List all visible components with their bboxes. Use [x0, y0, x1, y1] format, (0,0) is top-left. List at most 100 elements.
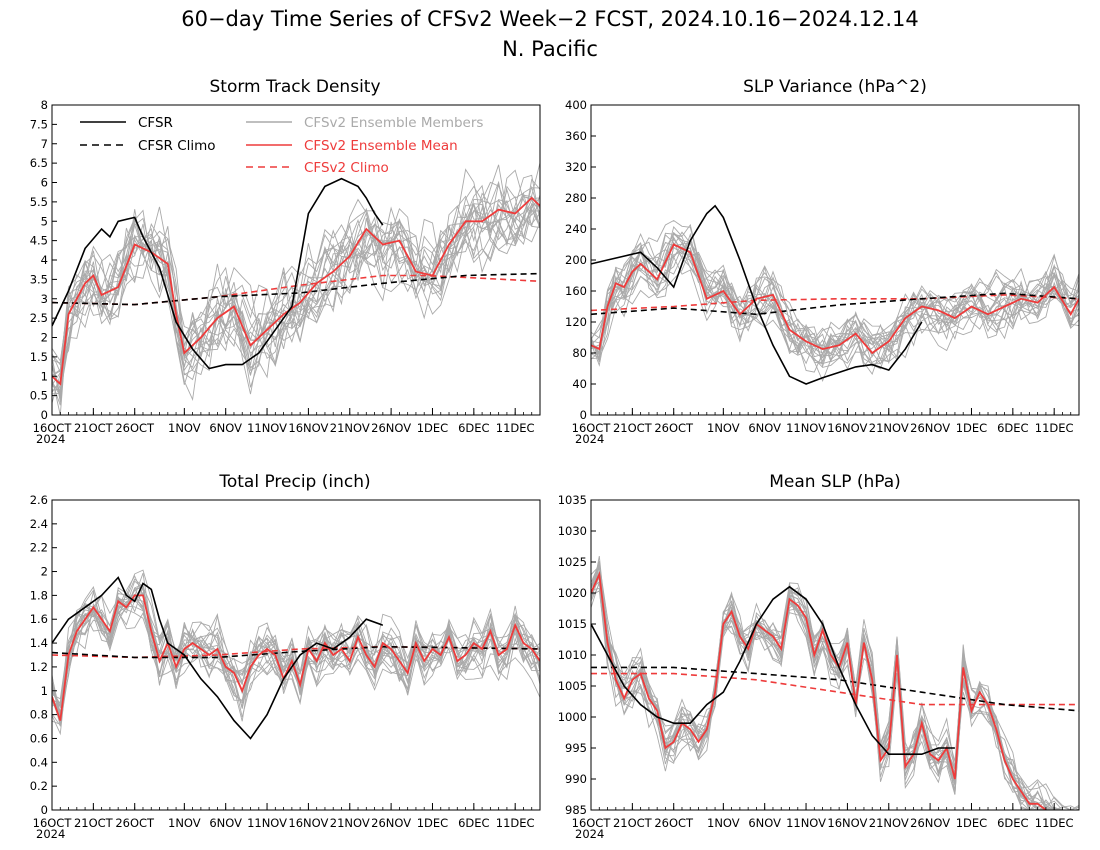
y-tick-label: 1	[41, 369, 48, 383]
legend: CFSR CFSR Climo CFSv2 Ensemble Members CFSv…	[80, 115, 483, 176]
ensemble-member-line	[52, 188, 540, 372]
x-tick-label: 26OCT	[115, 421, 155, 435]
x-tick-label: 6DEC	[997, 421, 1028, 435]
x-tick-label: 11NOV	[786, 421, 826, 435]
x-tick-label: 11DEC	[496, 421, 535, 435]
x-tick-label: 21NOV	[330, 816, 370, 830]
ensemble-member-line	[591, 250, 1079, 362]
y-tick-label: 1	[41, 684, 48, 698]
y-tick-label: 80	[572, 346, 587, 360]
y-tick-label: 1.8	[30, 588, 48, 602]
y-tick-label: 240	[565, 222, 587, 236]
x-tick-label: 16OCT	[33, 816, 73, 830]
y-tick-label: 320	[565, 160, 587, 174]
x-tick-label: 6NOV	[209, 816, 242, 830]
cfsr-climo-line	[591, 292, 1079, 316]
x-tick-label: 16NOV	[827, 816, 867, 830]
y-tick-label: 6.5	[30, 156, 48, 170]
legend-item-cfsr: CFSR	[80, 115, 173, 131]
y-tick-label: 0	[580, 408, 587, 422]
cfsv2-climo-line	[591, 294, 1079, 312]
y-tick-label: 1010	[558, 648, 587, 662]
y-tick-label: 4	[41, 253, 48, 267]
y-tick-label: 2.2	[30, 541, 48, 555]
y-tick-label: 0.8	[30, 708, 48, 722]
panel-title: Storm Track Density	[209, 77, 380, 97]
ensemble-member-line	[591, 247, 1079, 370]
x-tick-label: 6NOV	[748, 816, 781, 830]
x-tick-label: 1DEC	[417, 421, 448, 435]
y-tick-label: 1000	[558, 710, 587, 724]
ensemble-member-line	[591, 581, 1079, 810]
legend-label: CFSv2 Climo	[304, 160, 389, 176]
ensemble-member-line	[52, 599, 540, 707]
x-tick-label: 11NOV	[247, 816, 287, 830]
panel-title: SLP Variance (hPa^2)	[743, 77, 927, 97]
x-tick-label: 21OCT	[74, 421, 114, 435]
x-tick-label: 26NOV	[910, 421, 950, 435]
y-tick-label: 985	[565, 803, 587, 817]
legend-label: CFSR Climo	[138, 138, 216, 154]
x-tick-label: 21OCT	[613, 421, 653, 435]
panel-total-precip: Total Precip (inch) 0 0.2 0.4 0.6 0.8 1 1.2 1.4…	[30, 472, 541, 841]
y-tick-label: 3	[41, 292, 48, 306]
legend-item-ens-mean: CFSv2 Ensemble Mean	[246, 138, 458, 154]
x-tick-label: 6DEC	[458, 816, 489, 830]
panel-slp-variance: SLP Variance (hPa^2) 0 40 80 120 160 200 240 28…	[565, 77, 1080, 446]
legend-item-cfsv2-climo: CFSv2 Climo	[246, 160, 389, 176]
legend-label: CFSv2 Ensemble Members	[304, 115, 483, 131]
x-tick-label: 26OCT	[654, 421, 694, 435]
x-tick-label: 26NOV	[910, 816, 950, 830]
x-tick-label: 1NOV	[707, 421, 740, 435]
ens-mean-line	[52, 196, 540, 386]
panel-storm-track-density: Storm Track Density 0 0.5 1 1.5 2 2.5 3 3.5 4 4.5…	[30, 77, 541, 446]
y-tick-label: 200	[565, 253, 587, 267]
x-tick-label: 1NOV	[168, 816, 201, 830]
x-tick-label: 11NOV	[786, 816, 826, 830]
y-tick-label: 2.4	[30, 517, 48, 531]
x-tick-label: 26NOV	[371, 816, 411, 830]
plot-frame	[51, 499, 541, 811]
ens-mean-line	[591, 243, 1079, 355]
x-tick-label: 1DEC	[417, 816, 448, 830]
y-tick-label: 1.4	[30, 636, 48, 650]
plot-area: 985 990 995 1000 1005 1010 1015 1020 1025 1030 103…	[558, 493, 1080, 841]
y-tick-label: 0	[41, 408, 48, 422]
x-tick-label: 26OCT	[654, 816, 694, 830]
ensemble-member-line	[591, 233, 1079, 365]
x-tick-label: 1NOV	[168, 421, 201, 435]
ensemble-member-line	[52, 587, 540, 716]
x-tick-label: 16NOV	[827, 421, 867, 435]
panel-title: Mean SLP (hPa)	[769, 472, 901, 492]
x-tick-label: 1NOV	[707, 816, 740, 830]
y-tick-label: 280	[565, 191, 587, 205]
cfsv2-climo-line	[52, 274, 540, 306]
cfsr-line	[52, 177, 384, 370]
x-tick-label: 26NOV	[371, 421, 411, 435]
x-tick-label: 21OCT	[613, 816, 653, 830]
cfsr-climo-line	[52, 272, 540, 306]
ensemble-member-line	[52, 184, 540, 390]
y-tick-label: 3.5	[30, 272, 48, 286]
y-tick-label: 1015	[558, 617, 587, 631]
ensemble-member-line	[52, 598, 540, 727]
cfsr-climo-line	[591, 666, 1079, 712]
x-tick-label: 16OCT	[572, 816, 612, 830]
figure-subtitle: N. Pacific	[502, 37, 598, 61]
cfsr-climo-line	[52, 645, 540, 659]
figure-title: 60−day Time Series of CFSv2 Week−2 FCST,…	[181, 7, 919, 31]
legend-item-members: CFSv2 Ensemble Members	[246, 115, 483, 131]
y-tick-label: 6	[41, 176, 48, 190]
y-tick-label: 0.4	[30, 755, 48, 769]
y-tick-label: 8	[41, 98, 48, 112]
x-tick-label: 26OCT	[115, 816, 155, 830]
y-tick-label: 2	[41, 331, 48, 345]
ensemble-member-line	[591, 238, 1079, 355]
cfsr-line	[591, 204, 923, 385]
y-tick-label: 995	[565, 741, 587, 755]
x-tick-label: 6DEC	[458, 421, 489, 435]
ensemble-member-line	[52, 603, 540, 709]
y-tick-label: 7.5	[30, 117, 48, 131]
x-tick-label: 6NOV	[748, 421, 781, 435]
